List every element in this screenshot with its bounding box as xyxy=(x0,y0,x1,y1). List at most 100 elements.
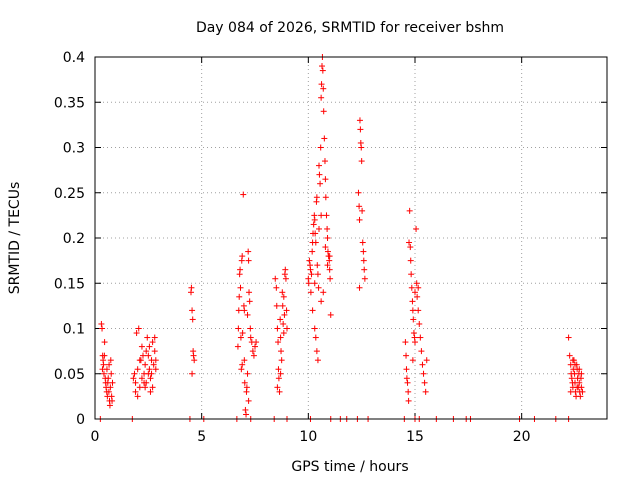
data-point xyxy=(360,257,367,264)
data-point xyxy=(152,366,159,373)
data-point xyxy=(276,388,283,395)
data-point xyxy=(246,298,253,305)
data-point xyxy=(359,239,366,246)
data-point xyxy=(240,191,247,198)
data-point xyxy=(318,63,325,70)
data-point xyxy=(101,352,108,359)
data-point xyxy=(146,343,153,350)
data-point xyxy=(244,311,251,318)
data-point xyxy=(402,339,409,346)
data-point xyxy=(275,366,282,373)
data-point xyxy=(237,266,244,273)
data-point xyxy=(324,235,331,241)
data-point xyxy=(130,375,137,382)
data-point xyxy=(244,370,251,377)
data-point xyxy=(312,334,319,341)
data-point xyxy=(245,397,252,404)
data-point xyxy=(189,307,196,314)
data-point xyxy=(239,330,246,337)
data-point xyxy=(574,384,581,391)
data-point xyxy=(305,280,312,287)
data-point xyxy=(316,225,322,232)
data-point xyxy=(105,375,112,382)
y-tick-label: 0.1 xyxy=(63,322,85,338)
data-point xyxy=(326,266,333,273)
y-tick-label: 0.05 xyxy=(54,367,85,383)
data-point xyxy=(152,357,159,364)
data-point xyxy=(410,316,417,323)
data-point xyxy=(314,271,321,278)
data-point xyxy=(355,189,362,196)
x-axis: 0 5 10 15 20 xyxy=(91,57,531,445)
data-point xyxy=(358,158,365,165)
data-point xyxy=(320,108,327,115)
y-axis-title: SRMTID / TECUs xyxy=(7,182,23,295)
grid xyxy=(95,57,607,419)
data-point xyxy=(313,194,320,201)
data-point xyxy=(316,171,323,178)
data-point xyxy=(143,348,150,355)
data-point xyxy=(246,289,253,296)
data-point xyxy=(279,302,286,309)
chart-title: Day 084 of 2026, SRMTID for receiver bsh… xyxy=(196,20,504,36)
data-point xyxy=(318,212,325,219)
data-point xyxy=(308,271,315,278)
data-point xyxy=(327,311,334,318)
data-point xyxy=(106,361,113,368)
data-point xyxy=(281,311,288,318)
data-point xyxy=(405,388,412,395)
data-point xyxy=(311,280,318,287)
x-tick-label: 20 xyxy=(513,429,531,445)
data-point xyxy=(415,284,422,291)
data-point xyxy=(107,357,114,364)
data-point xyxy=(309,307,316,314)
data-point xyxy=(142,384,149,391)
data-point xyxy=(319,67,326,74)
data-point xyxy=(320,289,327,296)
data-point xyxy=(239,361,246,368)
data-point xyxy=(409,357,416,364)
data-point xyxy=(101,339,108,346)
data-point xyxy=(280,330,287,337)
data-point xyxy=(567,388,574,395)
data-point xyxy=(422,388,429,395)
data-point xyxy=(280,293,287,300)
data-point xyxy=(403,375,410,382)
data-point xyxy=(418,348,425,355)
data-point xyxy=(151,334,158,341)
data-point xyxy=(274,384,281,391)
data-point xyxy=(243,411,250,418)
data-point xyxy=(311,325,318,332)
data-point xyxy=(134,393,141,400)
data-point xyxy=(142,361,149,368)
x-tick-label: 15 xyxy=(406,429,424,445)
data-point xyxy=(108,370,115,377)
data-point xyxy=(141,379,148,386)
data-point xyxy=(356,117,363,124)
data-point xyxy=(420,370,427,377)
data-point xyxy=(321,158,328,165)
data-point xyxy=(565,334,572,341)
data-point xyxy=(277,316,284,323)
data-point xyxy=(277,334,284,341)
data-point xyxy=(105,388,112,395)
data-point xyxy=(413,280,420,287)
data-point xyxy=(568,375,575,382)
data-point xyxy=(242,406,249,413)
data-point xyxy=(315,284,322,291)
y-tick-label: 0.25 xyxy=(54,186,85,202)
data-point xyxy=(103,366,110,373)
data-point xyxy=(277,370,284,377)
data-point xyxy=(245,257,252,264)
data-point xyxy=(98,320,105,327)
data-point xyxy=(136,357,143,364)
data-point xyxy=(410,330,417,337)
data-point xyxy=(323,212,330,219)
data-point xyxy=(405,397,412,404)
data-point xyxy=(322,244,329,251)
data-point xyxy=(106,402,113,409)
data-point xyxy=(306,257,313,264)
data-point xyxy=(241,307,248,314)
data-point xyxy=(307,289,314,296)
data-point xyxy=(241,357,248,364)
